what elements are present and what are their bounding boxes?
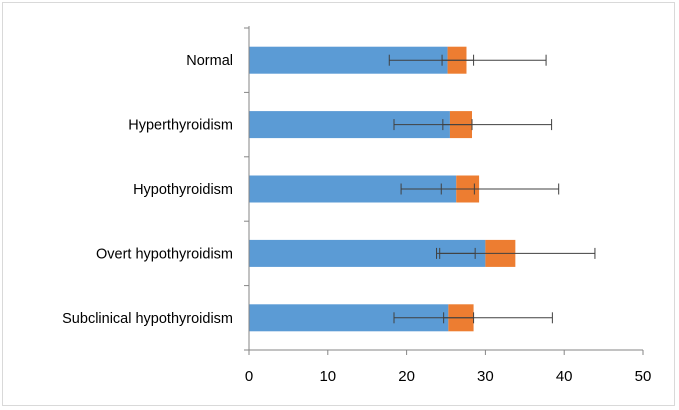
x-tick-label-0: 0 [245, 368, 253, 385]
category-label-0: Normal [186, 53, 233, 69]
category-label-1: Hyperthyroidism [128, 118, 233, 134]
x-tick-label-2: 20 [398, 368, 415, 385]
category-label-3: Overt hypothyroidism [96, 246, 233, 262]
x-tick-label-1: 10 [319, 368, 336, 385]
x-tick-label-3: 30 [477, 368, 494, 385]
category-label-4: Subclinical hypothyroidism [62, 311, 233, 327]
x-tick-label-5: 50 [635, 368, 652, 385]
category-label-2: Hypothyroidism [133, 182, 233, 198]
x-tick-label-4: 40 [556, 368, 573, 385]
